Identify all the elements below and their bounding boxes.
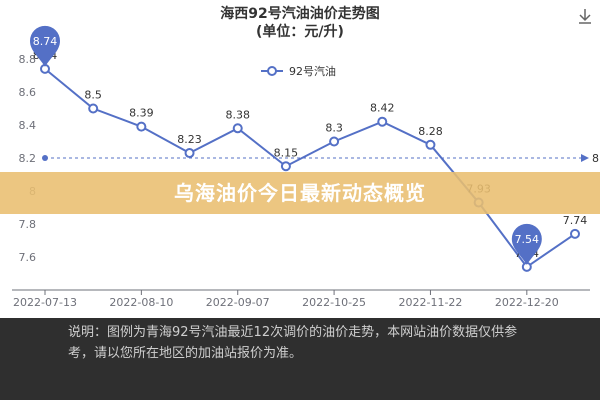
data-point (136, 121, 147, 132)
data-label: 8.28 (418, 125, 443, 138)
data-point (425, 139, 436, 150)
x-tick-label: 2022-11-22 (398, 296, 462, 309)
pin (511, 223, 542, 265)
data-point (232, 123, 243, 134)
y-tick-label: 8.8 (19, 53, 37, 66)
chart-title: 海西92号汽油油价走势图 (220, 5, 379, 22)
x-tick-label: 2022-12-20 (495, 296, 559, 309)
legend-marker (267, 66, 277, 76)
data-point (329, 136, 340, 147)
download-icon[interactable] (579, 9, 591, 24)
pin-label: 8.74 (33, 35, 58, 48)
y-tick-label: 8.6 (19, 86, 37, 99)
data-label: 8.5 (84, 89, 102, 102)
x-tick-label: 2022-10-25 (302, 296, 366, 309)
pin (30, 25, 60, 67)
x-tick-label: 2022-09-07 (206, 296, 270, 309)
y-tick-label: 7.6 (19, 251, 37, 264)
data-label: 8.39 (129, 107, 154, 120)
y-tick-label: 8.2 (19, 152, 37, 165)
chart-subtitle: (单位：元/升) (256, 23, 344, 40)
mark-line-arrow (581, 154, 589, 162)
data-point (377, 116, 388, 127)
mark-line-start (42, 155, 48, 161)
legend-label: 92号汽油 (289, 64, 336, 78)
data-label: 7.74 (563, 214, 588, 227)
mark-line-label: 8.2 (592, 152, 600, 165)
data-point (570, 228, 580, 239)
data-label: 8.15 (274, 146, 299, 159)
data-label: 8.38 (225, 108, 250, 121)
data-label: 8.23 (177, 133, 202, 146)
banner: 乌海油价今日最新动态概览 (0, 172, 600, 214)
data-point (280, 161, 291, 172)
data-point (184, 148, 195, 159)
note: 说明：图例为青海92号汽油最近12次调价的油价走势，本网站油价数据仅供参考，请以… (0, 318, 600, 400)
data-label: 8.42 (370, 102, 395, 115)
x-tick-label: 2022-08-10 (109, 296, 173, 309)
y-tick-label: 8.4 (19, 119, 37, 132)
data-label: 8.3 (325, 122, 343, 135)
series-line (44, 68, 576, 269)
data-point (88, 103, 99, 114)
pin-label: 7.54 (515, 233, 540, 246)
x-tick-label: 2022-07-13 (13, 296, 77, 309)
y-tick-label: 7.8 (19, 218, 37, 231)
